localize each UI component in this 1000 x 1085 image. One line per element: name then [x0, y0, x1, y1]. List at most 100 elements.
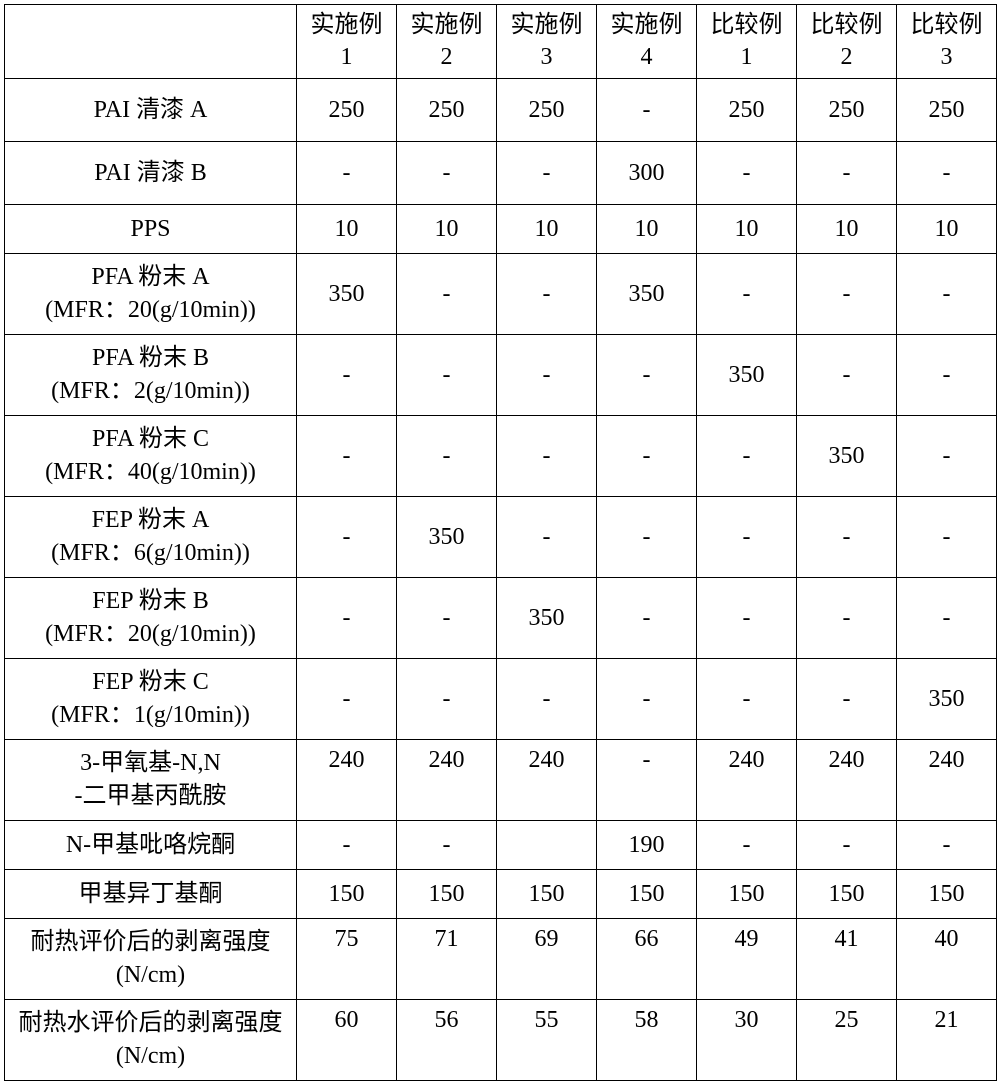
table-cell: 40 — [897, 918, 997, 999]
row-label: FEP 粉末 C (MFR：1(g/10min)) — [5, 658, 297, 739]
table-cell: 150 — [497, 869, 597, 918]
table-cell: 240 — [297, 739, 397, 820]
table-cell: 49 — [697, 918, 797, 999]
table-cell: - — [297, 334, 397, 415]
table-row: 耐热水评价后的剥离强度(N/cm)60565558302521 — [5, 999, 997, 1080]
header-label: 比较例 — [911, 12, 983, 38]
header-col-1: 实施例 1 — [297, 5, 397, 79]
table-cell: 21 — [897, 999, 997, 1080]
row-label-sub: (N/cm) — [7, 1040, 294, 1072]
row-label-main: FEP 粉末 A — [92, 507, 210, 533]
row-label-main: PPS — [130, 216, 170, 242]
row-label-main: PFA 粉末 B — [92, 345, 209, 371]
table-cell: 66 — [597, 918, 697, 999]
table-cell: 10 — [797, 204, 897, 253]
row-label: PFA 粉末 C(MFR：40(g/10min)) — [5, 415, 297, 496]
table-cell: - — [297, 820, 397, 869]
table-cell: - — [597, 496, 697, 577]
table-row: 3-甲氧基-N,N-二甲基丙酰胺240240240-240240240 — [5, 739, 997, 820]
header-col-5: 比较例 1 — [697, 5, 797, 79]
table-cell: 150 — [297, 869, 397, 918]
table-body: PAI 清漆 A250250250-250250250PAI 清漆 B---30… — [5, 78, 997, 1080]
row-label-sub: (MFR：40(g/10min)) — [7, 456, 294, 488]
table-cell: 250 — [797, 78, 897, 141]
header-label: 1 — [341, 44, 353, 70]
header-label: 比较例 — [711, 12, 783, 38]
row-label: N-甲基吡咯烷酮 — [5, 820, 297, 869]
table-cell: - — [497, 253, 597, 334]
header-label: 比较例 — [811, 12, 883, 38]
table-cell: - — [497, 141, 597, 204]
header-col-3: 实施例 3 — [497, 5, 597, 79]
table-row: N-甲基吡咯烷酮--190--- — [5, 820, 997, 869]
table-cell: 56 — [397, 999, 497, 1080]
row-label-sub: (MFR：2(g/10min)) — [7, 375, 294, 407]
row-label-main: 甲基异丁基酮 — [79, 881, 223, 907]
table-cell: 75 — [297, 918, 397, 999]
table-cell: - — [797, 141, 897, 204]
table-cell: - — [897, 334, 997, 415]
table-header: 实施例 1 实施例 2 实施例 3 实施例 4 比较例 1 比较例 2 — [5, 5, 997, 79]
row-label-main: FEP 粉末 B — [92, 588, 208, 614]
table-cell: - — [597, 78, 697, 141]
table-row: PPS10101010101010 — [5, 204, 997, 253]
row-label: 甲基异丁基酮 — [5, 869, 297, 918]
table-cell: 69 — [497, 918, 597, 999]
table-cell: 10 — [297, 204, 397, 253]
row-label-main: 3-甲氧基-N,N — [80, 750, 221, 776]
table-cell: - — [897, 415, 997, 496]
table-cell: 240 — [697, 739, 797, 820]
table-row: PAI 清漆 B---300--- — [5, 141, 997, 204]
table-cell: - — [397, 415, 497, 496]
table-cell: - — [397, 141, 497, 204]
header-row: 实施例 1 实施例 2 实施例 3 实施例 4 比较例 1 比较例 2 — [5, 5, 997, 79]
table-cell: 10 — [597, 204, 697, 253]
table-cell: - — [597, 334, 697, 415]
table-cell: 250 — [397, 78, 497, 141]
table-cell: - — [797, 253, 897, 334]
table-cell: 240 — [897, 739, 997, 820]
table-cell: - — [497, 334, 597, 415]
table-cell: 71 — [397, 918, 497, 999]
row-label: 耐热水评价后的剥离强度 (N/cm) — [5, 999, 297, 1080]
table-cell: - — [797, 496, 897, 577]
table-cell: - — [797, 334, 897, 415]
data-table: 实施例 1 实施例 2 实施例 3 实施例 4 比较例 1 比较例 2 — [4, 4, 997, 1081]
table-cell: 250 — [897, 78, 997, 141]
table-cell: 250 — [497, 78, 597, 141]
table-cell: - — [697, 820, 797, 869]
table-cell: 55 — [497, 999, 597, 1080]
header-label: 2 — [841, 44, 853, 70]
table-cell: 10 — [697, 204, 797, 253]
table-cell: - — [297, 141, 397, 204]
row-label-main: N-甲基吡咯烷酮 — [66, 832, 235, 858]
table-cell: 350 — [497, 577, 597, 658]
table-cell: - — [597, 415, 697, 496]
table-cell: 10 — [897, 204, 997, 253]
table-cell: - — [697, 577, 797, 658]
row-label-main: FEP 粉末 C — [92, 669, 208, 695]
header-label: 实施例 — [311, 12, 383, 38]
header-col-2: 实施例 2 — [397, 5, 497, 79]
table-cell: 30 — [697, 999, 797, 1080]
table-cell: 350 — [697, 334, 797, 415]
table-row: FEP 粉末 B(MFR：20(g/10min))--350---- — [5, 577, 997, 658]
table-row: PFA 粉末 A(MFR：20(g/10min))350--350--- — [5, 253, 997, 334]
table-cell — [497, 820, 597, 869]
table-cell: 350 — [597, 253, 697, 334]
table-cell: - — [597, 577, 697, 658]
row-label-sub: (MFR：1(g/10min)) — [7, 699, 294, 731]
table-cell: 350 — [797, 415, 897, 496]
table-cell: - — [497, 415, 597, 496]
table-cell: - — [297, 496, 397, 577]
table-cell: - — [797, 658, 897, 739]
header-col-6: 比较例 2 — [797, 5, 897, 79]
row-label-main: 耐热评价后的剥离强度 — [31, 929, 271, 955]
header-empty — [5, 5, 297, 79]
table-cell: 250 — [697, 78, 797, 141]
row-label: 3-甲氧基-N,N-二甲基丙酰胺 — [5, 739, 297, 820]
table-row: FEP 粉末 C(MFR：1(g/10min))------350 — [5, 658, 997, 739]
table-cell: - — [697, 658, 797, 739]
row-label-main: PFA 粉末 A — [91, 264, 209, 290]
row-label-main: 耐热水评价后的剥离强度 — [19, 1010, 283, 1036]
